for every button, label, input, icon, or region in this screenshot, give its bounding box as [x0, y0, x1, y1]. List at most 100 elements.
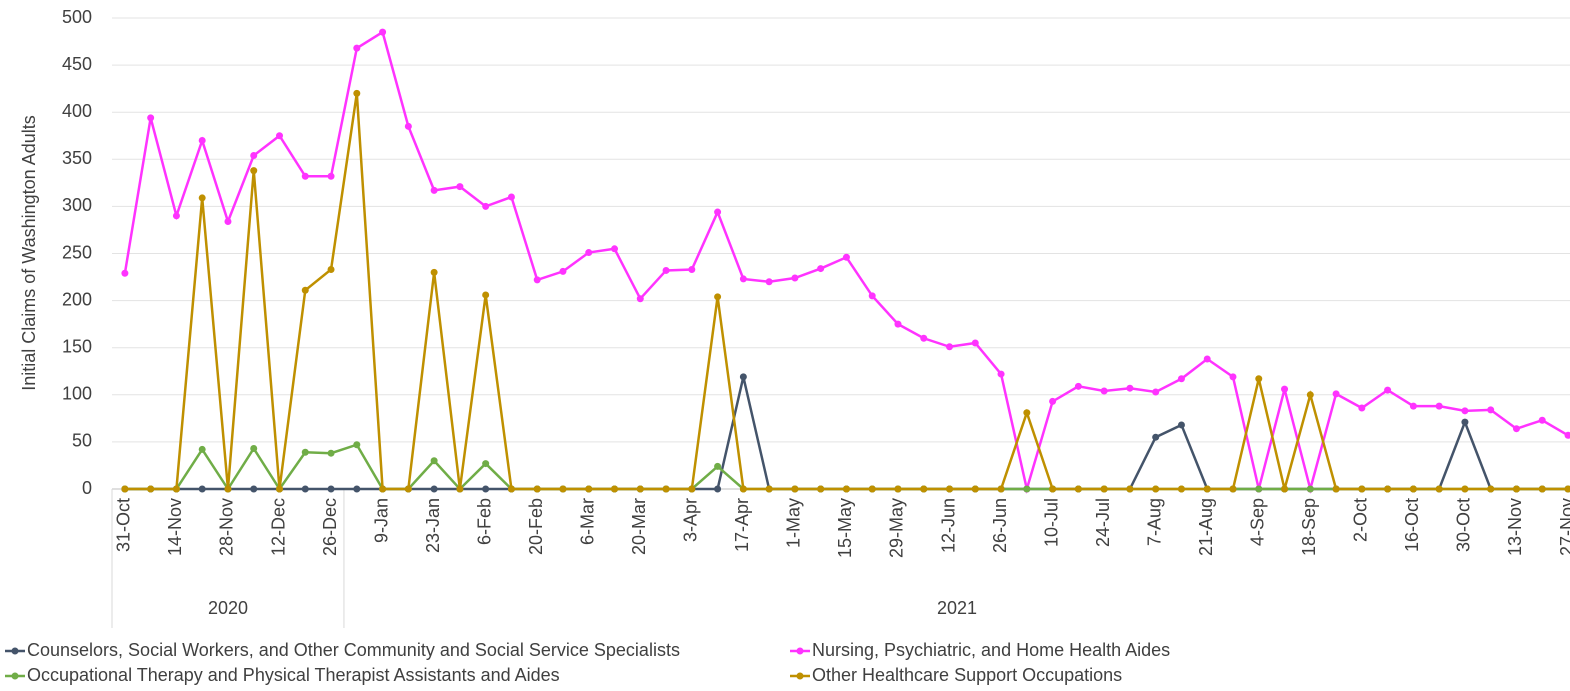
- data-point: [276, 132, 284, 140]
- data-point: [1461, 485, 1469, 493]
- x-tick-label: 17-Apr: [732, 498, 752, 552]
- data-point: [1461, 418, 1469, 426]
- x-tick-label: 26-Jun: [990, 498, 1010, 553]
- data-point: [1177, 421, 1185, 429]
- x-tick-label: 29-May: [887, 498, 907, 558]
- data-point: [1074, 485, 1082, 493]
- x-tick-label: 18-Sep: [1299, 498, 1319, 556]
- data-point: [379, 485, 387, 493]
- data-point: [662, 485, 670, 493]
- y-tick-label: 100: [62, 384, 92, 404]
- data-point: [1049, 485, 1057, 493]
- data-point: [1177, 375, 1185, 383]
- data-point: [1306, 485, 1314, 493]
- data-point: [301, 286, 309, 294]
- data-point: [353, 485, 361, 493]
- data-point: [894, 485, 902, 493]
- data-point: [1306, 391, 1314, 399]
- data-point: [1229, 373, 1237, 381]
- data-point: [1384, 485, 1392, 493]
- data-point: [946, 485, 954, 493]
- data-point: [765, 485, 773, 493]
- data-point: [1203, 485, 1211, 493]
- data-point: [147, 485, 155, 493]
- data-point: [533, 276, 541, 284]
- data-point: [404, 485, 412, 493]
- data-point: [121, 485, 129, 493]
- data-point: [301, 485, 309, 493]
- data-point: [1512, 485, 1520, 493]
- data-point: [791, 485, 799, 493]
- data-point: [250, 152, 258, 160]
- data-point: [121, 269, 129, 277]
- data-point: [611, 485, 619, 493]
- data-point: [1126, 485, 1134, 493]
- legend-marker: [796, 647, 804, 655]
- data-point: [946, 343, 954, 351]
- data-point: [1229, 485, 1237, 493]
- legend-label: Occupational Therapy and Physical Therap…: [27, 665, 560, 685]
- data-point: [971, 485, 979, 493]
- x-tick-label: 21-Aug: [1196, 498, 1216, 556]
- data-point: [559, 485, 567, 493]
- x-tick-label: 28-Nov: [217, 498, 237, 556]
- data-point: [301, 172, 309, 180]
- data-point: [250, 444, 258, 452]
- data-point: [404, 122, 412, 130]
- x-tick-label: 24-Jul: [1093, 498, 1113, 547]
- data-point: [198, 194, 206, 202]
- data-point: [1255, 375, 1263, 383]
- data-point: [714, 208, 722, 216]
- x-tick-label: 1-May: [784, 498, 804, 548]
- data-point: [379, 28, 387, 36]
- data-point: [997, 485, 1005, 493]
- x-tick-label: 16-Oct: [1402, 498, 1422, 552]
- data-point: [482, 291, 490, 299]
- data-point: [662, 266, 670, 274]
- data-point: [1100, 485, 1108, 493]
- legend-marker: [796, 672, 804, 680]
- y-tick-label: 150: [62, 336, 92, 356]
- data-point: [765, 278, 773, 286]
- x-tick-label: 23-Jan: [423, 498, 443, 553]
- data-point: [559, 267, 567, 275]
- data-point: [327, 172, 335, 180]
- x-tick-label: 6-Feb: [474, 498, 494, 545]
- x-tick-label: 10-Jul: [1041, 498, 1061, 547]
- data-point: [1281, 485, 1289, 493]
- x-tick-label: 6-Mar: [577, 498, 597, 545]
- data-point: [920, 334, 928, 342]
- data-point: [971, 339, 979, 347]
- data-point: [611, 245, 619, 253]
- data-point: [198, 445, 206, 453]
- data-point: [636, 485, 644, 493]
- data-point: [817, 265, 825, 273]
- legend-marker: [11, 672, 19, 680]
- legend-label: Counselors, Social Workers, and Other Co…: [27, 640, 680, 660]
- data-point: [1332, 485, 1340, 493]
- data-point: [1384, 386, 1392, 394]
- data-point: [172, 212, 180, 220]
- y-tick-label: 400: [62, 101, 92, 121]
- x-tick-label: 27-Nov: [1557, 498, 1570, 556]
- y-tick-label: 50: [72, 431, 92, 451]
- series-line: [124, 443, 1569, 492]
- data-point: [1203, 355, 1211, 363]
- data-point: [198, 136, 206, 144]
- series-line: [124, 93, 1569, 491]
- data-point: [817, 485, 825, 493]
- data-point: [585, 485, 593, 493]
- legend-label: Other Healthcare Support Occupations: [812, 665, 1122, 685]
- x-tick-label: 15-May: [835, 498, 855, 558]
- data-point: [430, 485, 438, 493]
- data-point: [250, 167, 258, 175]
- y-tick-label: 450: [62, 54, 92, 74]
- data-point: [636, 295, 644, 303]
- data-point: [276, 485, 284, 493]
- data-point: [224, 485, 232, 493]
- data-point: [1435, 485, 1443, 493]
- x-tick-label: 30-Oct: [1454, 498, 1474, 552]
- data-point: [1023, 409, 1031, 417]
- x-tick-label: 14-Nov: [165, 498, 185, 556]
